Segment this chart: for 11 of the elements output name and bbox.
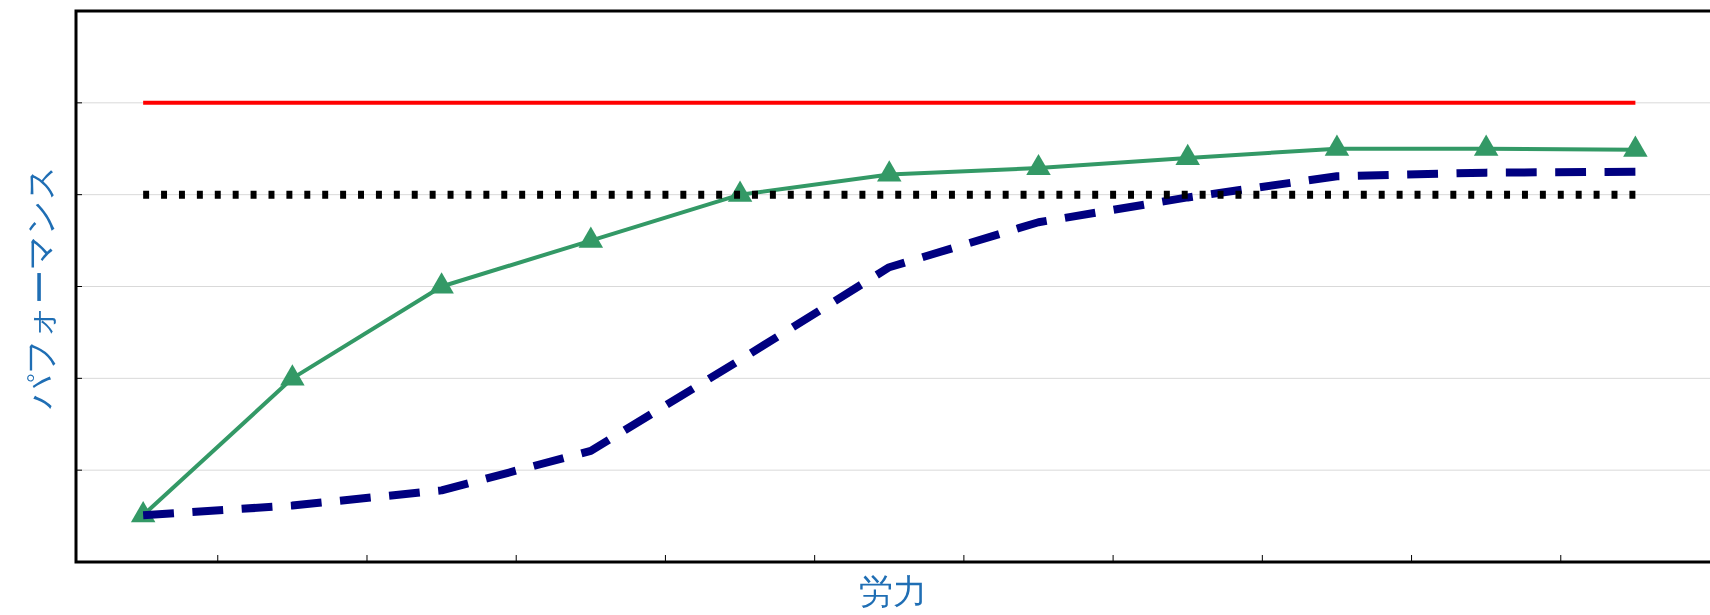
y-axis-title: パフォーマンス — [20, 164, 60, 410]
point — [877, 160, 902, 182]
point — [1175, 143, 1200, 166]
point — [578, 226, 604, 248]
point — [1473, 134, 1499, 156]
point — [280, 364, 305, 386]
point — [1324, 134, 1350, 156]
point — [429, 272, 454, 294]
point — [1026, 153, 1051, 176]
x-axis-title: 労力 — [859, 571, 927, 611]
point — [1623, 135, 1648, 157]
